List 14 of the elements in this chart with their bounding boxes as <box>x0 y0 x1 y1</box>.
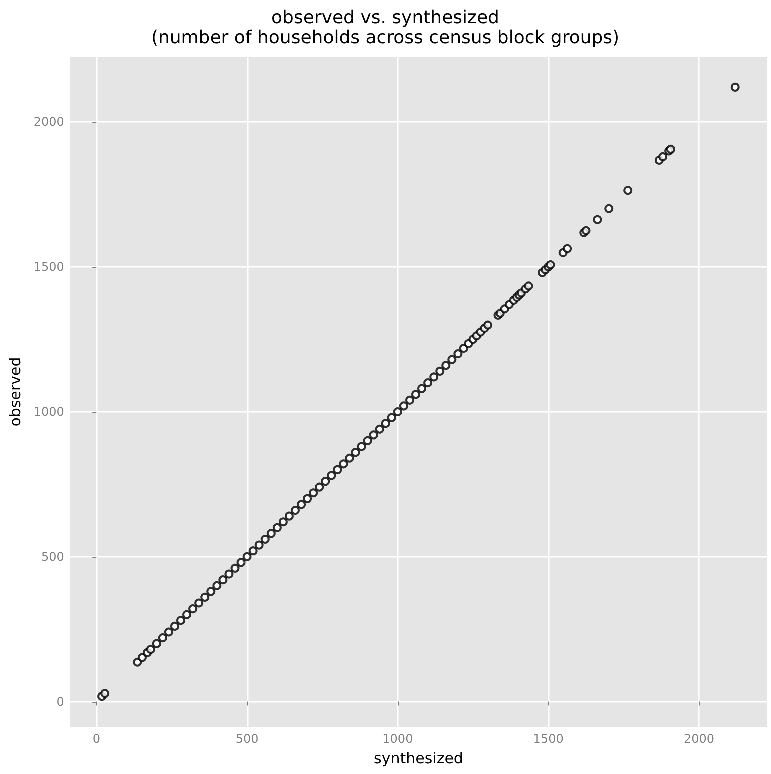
y-tick-label: 1500 <box>34 260 64 274</box>
y-axis-title: observed <box>6 357 24 427</box>
chart-title: observed vs. synthesized <box>272 8 500 28</box>
x-tick-label: 2000 <box>684 732 714 746</box>
x-tick-label: 1000 <box>382 732 414 746</box>
y-tick-label: 0 <box>56 694 64 709</box>
chart-subtitle: (number of households across census block groups) <box>151 28 620 48</box>
y-tick-label: 1000 <box>34 404 64 419</box>
x-axis-title: synthesized <box>374 750 464 768</box>
x-tick-label: 1500 <box>533 732 564 746</box>
x-tick-label: 500 <box>236 732 259 746</box>
y-tick-label: 2000 <box>34 115 64 130</box>
y-tick-label: 500 <box>42 550 64 564</box>
x-tick-label: 0 <box>92 732 100 746</box>
